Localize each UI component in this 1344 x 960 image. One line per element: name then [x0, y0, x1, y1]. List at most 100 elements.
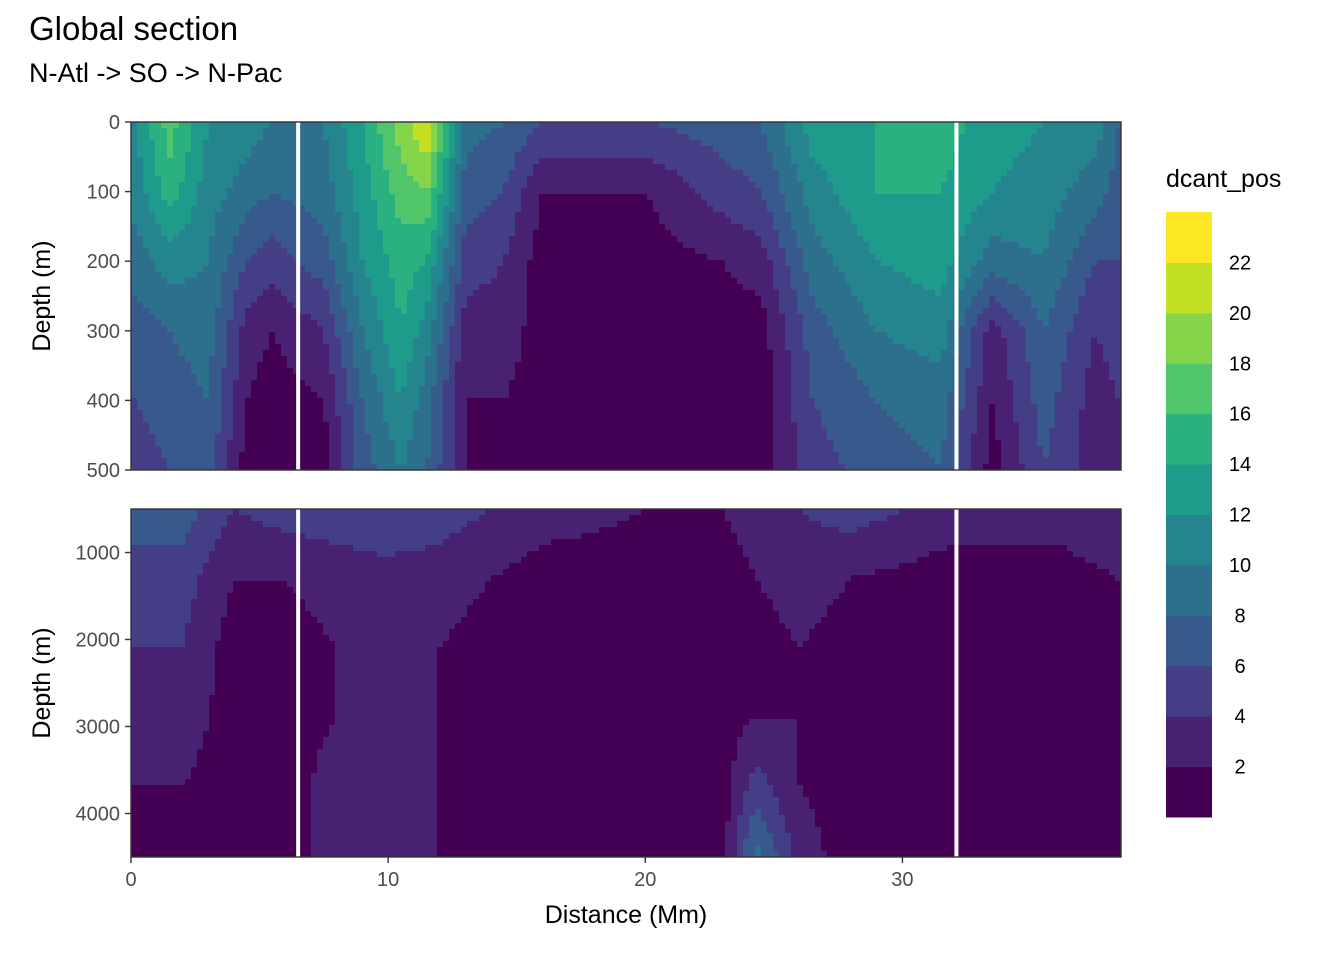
field-cell	[587, 332, 594, 339]
field-cell	[137, 218, 144, 225]
field-cell	[635, 440, 642, 447]
field-cell	[503, 182, 510, 189]
field-cell	[239, 170, 246, 177]
field-cell	[131, 410, 138, 417]
field-cell	[497, 440, 504, 447]
field-cell	[581, 182, 588, 189]
field-cell	[305, 206, 312, 213]
field-cell	[203, 410, 210, 417]
field-cell	[569, 458, 576, 465]
field-cell	[185, 254, 192, 261]
field-cell	[395, 152, 402, 159]
field-cell	[407, 308, 414, 315]
field-cell	[419, 464, 426, 471]
field-cell	[179, 290, 186, 297]
field-cell	[287, 236, 294, 243]
field-cell	[161, 194, 168, 201]
field-cell	[335, 308, 342, 315]
field-cell	[617, 320, 624, 327]
field-cell	[167, 458, 174, 465]
field-cell	[353, 224, 360, 231]
field-cell	[239, 236, 246, 243]
field-cell	[131, 458, 138, 465]
field-cell	[521, 440, 528, 447]
field-cell	[431, 194, 438, 201]
field-cell	[629, 194, 636, 201]
field-cell	[197, 362, 204, 369]
field-cell	[131, 296, 138, 303]
field-cell	[191, 338, 198, 345]
field-cell	[635, 140, 642, 147]
field-cell	[155, 242, 162, 249]
field-cell	[461, 146, 468, 153]
field-cell	[533, 152, 540, 159]
field-cell	[323, 134, 330, 141]
field-cell	[359, 308, 366, 315]
field-cell	[317, 206, 324, 213]
field-cell	[155, 224, 162, 231]
field-cell	[131, 404, 138, 411]
field-cell	[227, 452, 234, 459]
field-cell	[467, 296, 474, 303]
field-cell	[203, 314, 210, 321]
field-cell	[581, 356, 588, 363]
field-cell	[611, 182, 618, 189]
field-cell	[593, 248, 600, 255]
field-cell	[419, 356, 426, 363]
field-cell	[623, 188, 630, 195]
field-cell	[347, 278, 354, 285]
field-cell	[287, 386, 294, 393]
field-cell	[599, 404, 606, 411]
field-cell	[437, 374, 444, 381]
field-cell	[461, 350, 468, 357]
field-cell	[359, 224, 366, 231]
field-cell	[473, 140, 480, 147]
field-cell	[641, 158, 648, 165]
field-cell	[635, 122, 642, 129]
field-cell	[377, 152, 384, 159]
field-cell	[593, 428, 600, 435]
field-cell	[323, 152, 330, 159]
field-cell	[551, 176, 558, 183]
field-cell	[455, 122, 462, 129]
field-cell	[371, 242, 378, 249]
field-cell	[131, 374, 138, 381]
field-cell	[329, 170, 336, 177]
field-cell	[191, 452, 198, 459]
field-cell	[587, 386, 594, 393]
field-cell	[197, 374, 204, 381]
field-cell	[641, 140, 648, 147]
field-cell	[161, 350, 168, 357]
field-cell	[173, 170, 180, 177]
field-cell	[407, 440, 414, 447]
field-cell	[329, 254, 336, 261]
field-cell	[365, 236, 372, 243]
field-cell	[491, 302, 498, 309]
field-cell	[209, 302, 216, 309]
field-cell	[269, 194, 276, 201]
field-cell	[281, 428, 288, 435]
field-cell	[395, 248, 402, 255]
field-cell	[449, 434, 456, 441]
field-cell	[209, 176, 216, 183]
field-cell	[545, 242, 552, 249]
field-cell	[593, 404, 600, 411]
field-cell	[401, 236, 408, 243]
field-cell	[371, 320, 378, 327]
field-cell	[347, 344, 354, 351]
field-cell	[629, 326, 636, 333]
field-cell	[221, 458, 228, 465]
field-cell	[245, 236, 252, 243]
field-cell	[521, 260, 528, 267]
field-cell	[443, 236, 450, 243]
field-cell	[287, 272, 294, 279]
field-cell	[377, 362, 384, 369]
field-cell	[479, 158, 486, 165]
field-cell	[431, 434, 438, 441]
field-cell	[407, 266, 414, 273]
field-cell	[515, 248, 522, 255]
field-cell	[191, 122, 198, 129]
field-cell	[623, 356, 630, 363]
field-cell	[389, 158, 396, 165]
field-cell	[617, 290, 624, 297]
